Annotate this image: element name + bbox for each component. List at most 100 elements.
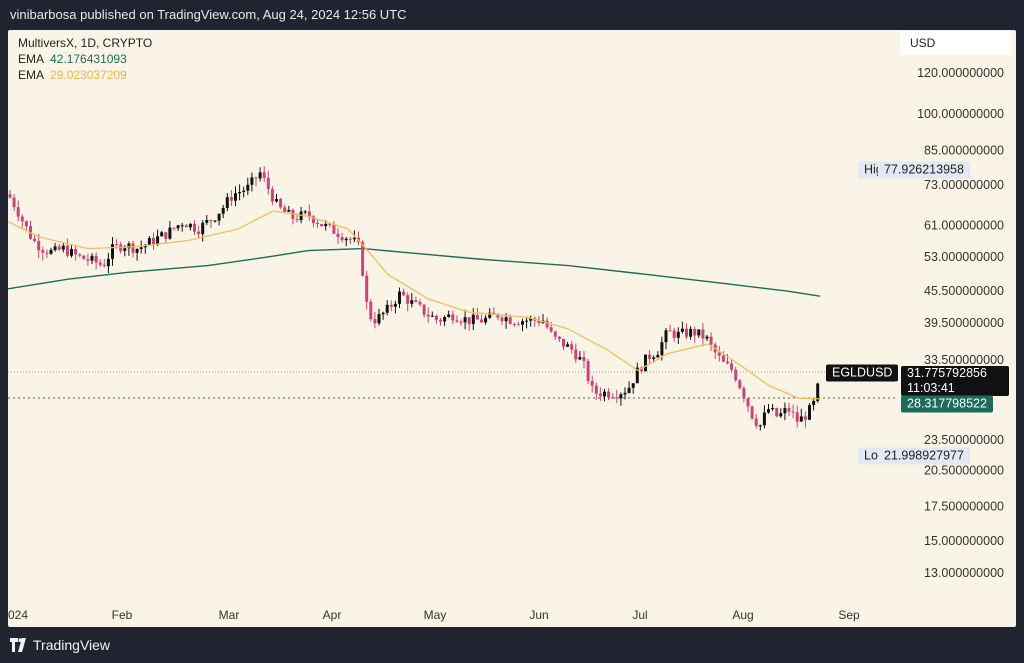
candle [644,354,647,372]
candle [164,232,168,243]
candle [316,219,319,229]
candle [434,314,438,324]
x-tick-label: May [424,608,447,622]
candle [217,213,221,226]
candle [586,358,590,385]
candle [553,330,557,341]
candle [738,378,742,390]
candle [70,245,73,258]
candle [275,193,278,203]
candle [270,186,274,206]
candle [57,243,61,251]
candle [209,219,213,229]
candle [598,387,602,401]
y-tick-label: 85.000000000 [924,144,1004,158]
candle [287,205,291,213]
candle [795,405,799,428]
ema2-legend[interactable]: EMA 29.023037209 [18,68,127,82]
candle [668,324,672,332]
candle [689,326,693,340]
y-tick-label: 15.000000000 [924,534,1004,548]
candle [65,238,69,258]
candlestick-chart[interactable]: 120.000000000 100.000000000 85.000000000 73… [8,30,1016,627]
candle [697,329,701,338]
candle [635,362,639,384]
candle [135,248,139,261]
candle [86,253,90,266]
candle [229,190,233,206]
candle [529,315,533,327]
y-tick-label: 39.500000000 [924,316,1004,330]
candle [74,245,78,261]
tradingview-brand[interactable]: TradingView [33,637,111,653]
candle [799,408,803,422]
candle [377,308,381,326]
candle [332,221,336,235]
candle [656,351,660,358]
candle [348,236,352,245]
candle [225,193,229,212]
candle [369,298,373,322]
candle [156,229,160,246]
ema-short-line [8,210,821,400]
candle [283,204,287,212]
y-tick-label: 53.000000000 [924,250,1004,264]
currency-selector[interactable]: USD [900,31,1012,55]
x-tick-label: Feb [112,608,133,622]
candle [672,327,676,342]
x-tick-label: Mar [219,608,240,622]
candle [705,334,709,342]
candle [398,287,401,309]
symbol-line[interactable]: MultiversX, 1D, CRYPTO [18,36,153,50]
candle [238,184,242,201]
candle [266,170,270,195]
x-tick-label: Aug [732,608,753,622]
chart-pane[interactable]: 120.000000000 100.000000000 85.000000000 73… [8,30,1016,627]
candle [389,300,393,312]
candle [746,397,750,412]
candle [106,252,110,274]
x-tick-label: Jul [632,608,647,622]
candle [791,404,795,419]
candle [426,307,430,324]
candle [193,220,196,235]
candle [590,375,594,393]
candle [525,316,529,329]
candle [152,232,155,250]
candle [812,398,816,411]
candle [82,254,86,260]
candle [201,220,205,242]
candle [533,316,537,327]
candle [12,194,16,212]
candle [422,304,426,318]
candle [758,424,762,431]
candle [615,389,619,404]
candle [176,224,180,232]
y-tick-label: 73.000000000 [924,178,1004,192]
candle [721,351,725,363]
candle [127,241,131,256]
candle [53,242,57,252]
y-tick-label: 33.500000000 [924,353,1004,367]
candle [61,242,65,253]
candle [492,307,496,315]
candle [750,405,754,420]
candle [98,259,102,267]
ema1-legend[interactable]: EMA 42.176431093 [18,52,127,66]
candle [234,186,237,207]
candle [320,223,324,227]
candle [33,234,37,243]
candle [459,319,463,326]
candle [713,342,717,359]
candle [418,299,422,307]
candle [291,208,295,225]
candle [258,167,262,182]
candle [410,292,414,308]
candle [160,230,164,237]
candle [246,177,250,196]
candle [340,232,344,243]
candle [603,388,606,402]
candle [20,214,24,228]
candle [627,381,631,394]
candle [406,292,410,312]
